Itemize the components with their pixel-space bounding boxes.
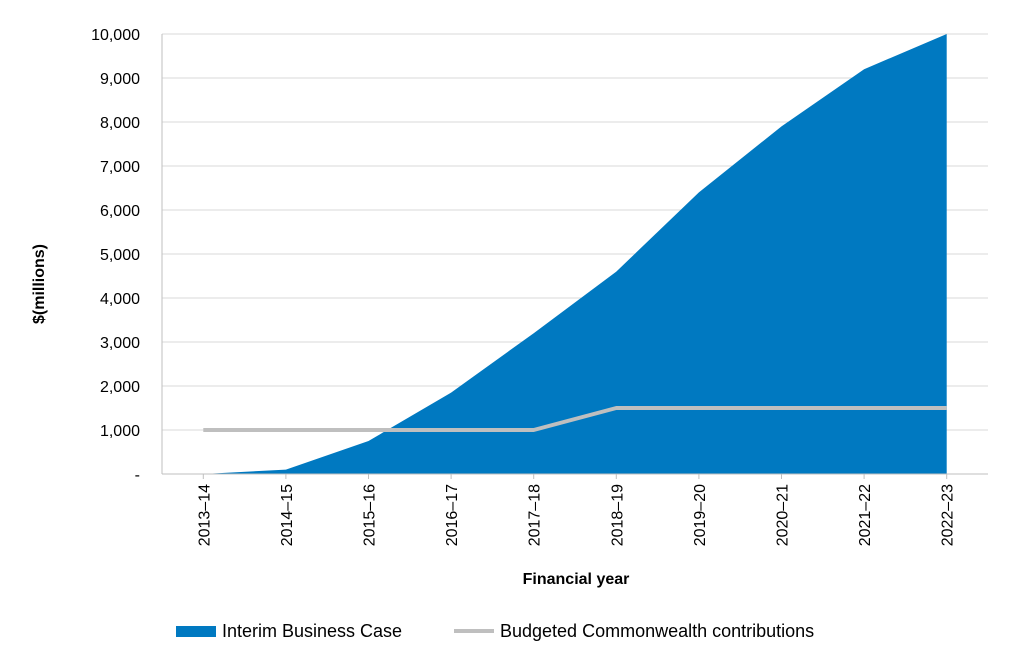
- y-tick-label: 2,000: [100, 379, 140, 396]
- y-tick-label: 6,000: [100, 203, 140, 220]
- y-tick-label: -: [135, 467, 140, 484]
- y-axis: - 1,000 2,000 3,000 4,000 5,000 6,000 7,000 8,00…: [91, 27, 163, 484]
- y-tick-label: 8,000: [100, 115, 140, 132]
- x-tick-label: 2019–20: [692, 484, 709, 546]
- x-tick-label: 2020–21: [775, 484, 792, 546]
- line-budgeted-commonwealth-contributions: [203, 406, 947, 432]
- y-axis-title: $(millions): [31, 244, 48, 324]
- legend-label: Interim Business Case: [222, 620, 403, 641]
- legend-swatch-line: [454, 629, 494, 633]
- x-tick-label: 2015–16: [362, 484, 379, 546]
- area-interim-business-case: [203, 34, 947, 474]
- legend-label: Budgeted Commonwealth contributions: [500, 620, 815, 641]
- x-tick-label: 2021–22: [857, 484, 874, 546]
- legend-swatch-area: [176, 625, 216, 637]
- x-tick-label: 2018–19: [609, 484, 626, 546]
- y-tick-label: 1,000: [100, 423, 140, 440]
- y-tick-label: 10,000: [91, 27, 140, 44]
- legend-item-budgeted-commonwealth-contributions: Budgeted Commonwealth contributions: [454, 618, 814, 644]
- y-tick-label: 7,000: [100, 159, 140, 176]
- y-tick-label: 3,000: [100, 335, 140, 352]
- x-tick-label: 2013–14: [196, 484, 213, 546]
- y-tick-label: 4,000: [100, 291, 140, 308]
- x-axis: 2013–14 2014–15 2015–16 2016–17 2017–18 2018–…: [162, 473, 988, 546]
- legend: Interim Business Case Budgeted Commonwea…: [0, 618, 1017, 644]
- x-tick-label: 2017–18: [527, 484, 544, 546]
- x-tick-label: 2016–17: [444, 484, 461, 546]
- plot-area: [203, 34, 947, 474]
- y-tick-label: 9,000: [100, 71, 140, 88]
- x-tick-label: 2014–15: [279, 484, 296, 546]
- x-tick-label: 2022–23: [940, 484, 957, 546]
- y-tick-label: 5,000: [100, 247, 140, 264]
- x-axis-title: Financial year: [523, 571, 630, 588]
- legend-item-interim-business-case: Interim Business Case: [176, 618, 402, 644]
